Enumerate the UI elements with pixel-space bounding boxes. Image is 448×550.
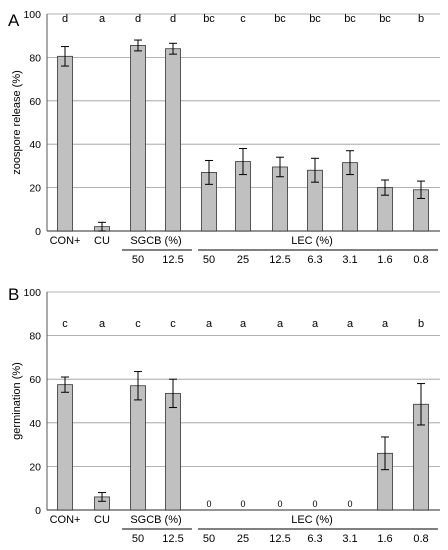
y-tick-label: 40 <box>29 139 41 151</box>
significance-letter: bc <box>309 13 321 25</box>
x-dose-label: 12.5 <box>269 254 290 266</box>
y-tick-label: 60 <box>29 96 41 108</box>
significance-letter: d <box>170 13 176 25</box>
panel-b: B 0 20 40 60 80 100 germination (%) c a c c a 0 a 0 a 0 a 0… <box>8 285 440 545</box>
significance-letter: c <box>62 318 68 330</box>
significance-letter: c <box>240 13 246 25</box>
x-dose-label: 50 <box>132 254 144 266</box>
significance-letter: b <box>418 318 424 330</box>
y-tick-label: 80 <box>29 331 41 343</box>
x-group-label: SGCB (%) <box>130 235 181 247</box>
x-dose-label: 12.5 <box>162 533 183 545</box>
significance-letter: c <box>170 318 176 330</box>
y-axis-title: zoospore release (%) <box>11 70 23 175</box>
x-dose-label: 12.5 <box>269 533 290 545</box>
panel-letter: A <box>8 11 20 30</box>
significance-letter: a <box>382 318 389 330</box>
x-group-label: LEC (%) <box>291 235 333 247</box>
significance-letter: a <box>99 318 106 330</box>
error-bar <box>169 42 177 55</box>
x-dose-label: 0.8 <box>413 254 428 266</box>
significance-letter: a <box>347 318 354 330</box>
significance-letter: d <box>135 13 141 25</box>
significance-letter: c <box>135 318 141 330</box>
data-label: 0 <box>312 499 317 509</box>
error-bar <box>61 46 69 67</box>
significance-letter: a <box>99 13 106 25</box>
error-bar <box>381 179 389 196</box>
significance-letter: bc <box>344 13 356 25</box>
x-category-label: CON+ <box>50 514 81 526</box>
x-dose-label: 25 <box>237 254 249 266</box>
significance-letter: bc <box>203 13 215 25</box>
error-bar <box>346 150 354 176</box>
x-dose-label: 3.1 <box>342 254 357 266</box>
error-bar <box>276 156 284 178</box>
x-category-label: CU <box>94 235 110 247</box>
y-tick-label: 20 <box>29 183 41 195</box>
y-tick-label: 40 <box>29 418 41 430</box>
x-dose-label: 6.3 <box>307 254 322 266</box>
bar <box>130 45 146 232</box>
y-tick-label: 20 <box>29 461 41 473</box>
y-tick-label: 60 <box>29 374 41 386</box>
bar <box>130 385 146 511</box>
x-dose-label: 25 <box>237 533 249 545</box>
error-bar <box>98 492 106 502</box>
error-bar <box>61 376 69 393</box>
panel-a: A 0 20 40 60 80 100 zoospore release (%) d a d d bc c… <box>8 9 440 266</box>
significance-letter: bc <box>379 13 391 25</box>
y-tick-label: 100 <box>23 9 41 21</box>
data-label: 0 <box>347 499 352 509</box>
significance-letter: a <box>312 318 319 330</box>
x-dose-label: 0.8 <box>413 533 428 545</box>
y-tick-label: 100 <box>23 287 41 299</box>
significance-letter: bc <box>274 13 286 25</box>
x-category-label: CON+ <box>50 235 81 247</box>
x-dose-label: 12.5 <box>162 254 183 266</box>
y-tick-label: 0 <box>35 505 41 517</box>
significance-letter: d <box>62 13 68 25</box>
data-label: 0 <box>240 499 245 509</box>
x-group-label: SGCB (%) <box>130 514 181 526</box>
x-group-label: LEC (%) <box>291 514 333 526</box>
error-bar <box>239 148 247 176</box>
bar <box>165 48 181 232</box>
data-label: 0 <box>277 499 282 509</box>
error-bar <box>134 371 142 401</box>
x-dose-label: 50 <box>203 533 215 545</box>
error-bar <box>98 221 106 232</box>
x-dose-label: 1.6 <box>377 254 392 266</box>
data-label: 0 <box>206 499 211 509</box>
error-bar <box>417 383 425 426</box>
x-dose-label: 50 <box>203 254 215 266</box>
panel-letter: B <box>8 285 19 304</box>
error-bar <box>311 157 319 183</box>
bar <box>165 392 181 511</box>
error-bar <box>205 159 213 185</box>
bar <box>57 384 73 511</box>
error-bar <box>134 39 142 52</box>
x-category-label: CU <box>94 514 110 526</box>
significance-letter: a <box>206 318 213 330</box>
x-dose-label: 6.3 <box>307 533 322 545</box>
y-axis-title: germination (%) <box>11 362 23 440</box>
y-tick-label: 80 <box>29 52 41 64</box>
x-dose-label: 50 <box>132 533 144 545</box>
error-bar <box>381 436 389 471</box>
x-dose-label: 1.6 <box>377 533 392 545</box>
significance-letter: a <box>240 318 247 330</box>
significance-letter: a <box>277 318 284 330</box>
x-dose-label: 3.1 <box>342 533 357 545</box>
error-bar <box>169 378 177 409</box>
error-bar <box>417 180 425 199</box>
y-tick-label: 0 <box>35 226 41 238</box>
significance-letter: b <box>418 13 424 25</box>
bar <box>57 55 73 232</box>
